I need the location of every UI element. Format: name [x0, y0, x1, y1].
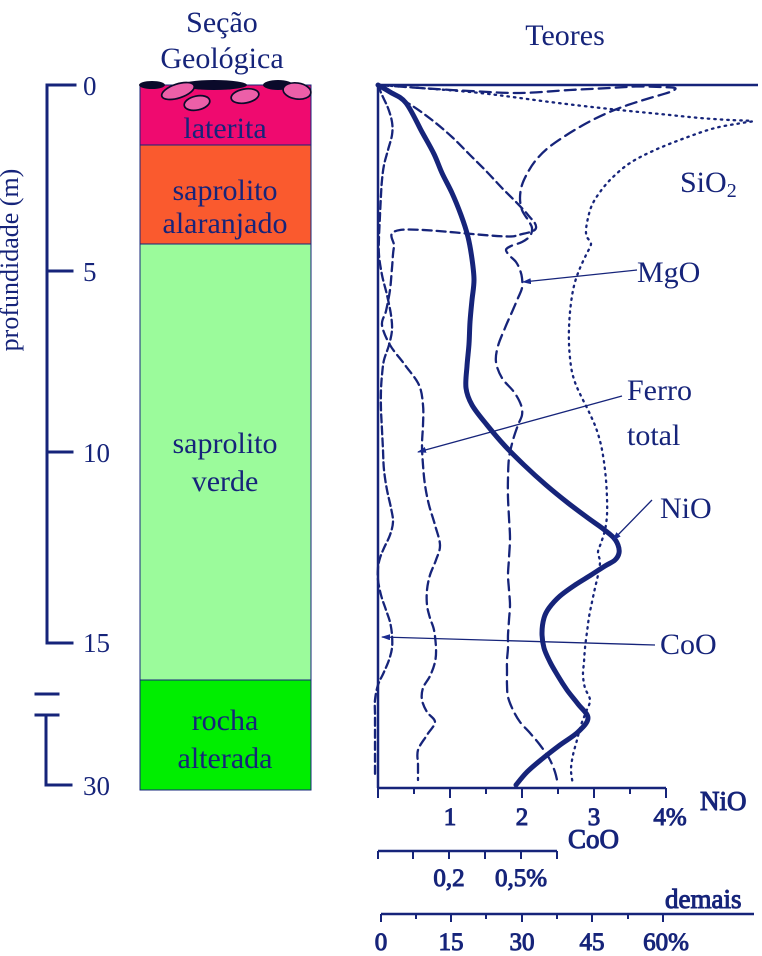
svg-text:Geológica: Geológica — [160, 42, 283, 75]
svg-text:30: 30 — [510, 929, 535, 956]
svg-text:alaranjado: alaranjado — [163, 207, 288, 240]
svg-text:Seção: Seção — [186, 6, 258, 39]
svg-text:total: total — [627, 419, 680, 452]
svg-text:1: 1 — [444, 804, 457, 831]
svg-text:5: 5 — [83, 257, 97, 287]
svg-text:verde: verde — [192, 465, 259, 498]
svg-text:Teores: Teores — [525, 19, 605, 52]
svg-text:CoO: CoO — [660, 628, 717, 661]
svg-text:saprolito: saprolito — [173, 174, 278, 207]
svg-text:laterita: laterita — [183, 112, 266, 145]
svg-text:SiO2: SiO2 — [680, 166, 737, 202]
svg-text:0,5%: 0,5% — [495, 865, 547, 892]
svg-text:rocha: rocha — [192, 704, 259, 737]
svg-text:MgO: MgO — [637, 256, 700, 289]
svg-text:15: 15 — [439, 929, 464, 956]
svg-text:CoO: CoO — [568, 824, 619, 854]
svg-text:30: 30 — [83, 771, 110, 801]
svg-text:4%: 4% — [653, 804, 686, 831]
svg-text:profundidade (m): profundidade (m) — [0, 169, 24, 352]
svg-text:60%: 60% — [643, 929, 689, 956]
svg-text:NiO: NiO — [700, 786, 747, 816]
svg-text:0: 0 — [83, 71, 97, 101]
svg-text:Ferro: Ferro — [627, 374, 692, 407]
svg-text:demais: demais — [665, 884, 741, 914]
svg-text:NiO: NiO — [660, 492, 712, 525]
svg-text:0,2: 0,2 — [433, 865, 464, 892]
svg-text:10: 10 — [83, 438, 110, 468]
svg-text:45: 45 — [580, 929, 605, 956]
svg-text:15: 15 — [83, 628, 110, 658]
svg-text:2: 2 — [516, 804, 529, 831]
svg-text:saprolito: saprolito — [173, 427, 278, 460]
svg-text:alterada: alterada — [178, 742, 273, 775]
svg-text:0: 0 — [375, 929, 388, 956]
